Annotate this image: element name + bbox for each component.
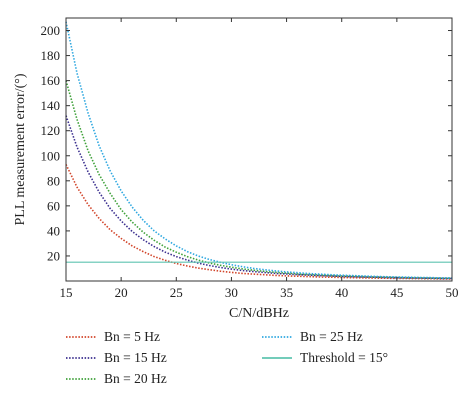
x-tick-label: 45: [390, 285, 403, 300]
y-tick-label: 120: [41, 123, 61, 138]
y-axis-label: PLL measurement error/(°): [13, 73, 28, 225]
y-tick-label: 80: [47, 173, 60, 188]
y-tick-label: 140: [41, 98, 61, 113]
y-tick-label: 40: [47, 223, 60, 238]
legend-label-1: Bn = 5 Hz: [104, 329, 160, 344]
x-tick-label: 25: [170, 285, 183, 300]
series-layer: [65, 21, 453, 280]
x-tick-label: 30: [225, 285, 238, 300]
x-tick-label: 35: [280, 285, 293, 300]
y-tick-label: 100: [41, 148, 61, 163]
x-tick-label: 15: [60, 285, 73, 300]
x-axis-label: C/N/dBHz: [229, 306, 289, 321]
y-tick-label: 60: [47, 198, 60, 213]
tick-layer: 15 20 25 30 35 40 45 50 20 40 60 80 100 120 140 160 180 2…: [41, 18, 459, 300]
y-tick-label: 200: [41, 23, 61, 38]
legend-label-3: Bn = 20 Hz: [104, 371, 167, 386]
y-tick-label: 180: [41, 48, 61, 63]
series-line-2: [65, 115, 453, 280]
series-line-1: [65, 164, 453, 280]
x-tick-label: 20: [115, 285, 128, 300]
plot-frame: [65, 17, 453, 282]
x-tick-label: 40: [335, 285, 348, 300]
x-tick-label: 50: [446, 285, 459, 300]
y-tick-label: 20: [47, 248, 60, 263]
series-line-3: [65, 80, 453, 279]
legend: Bn = 5 Hz Bn = 15 Hz Bn = 20 Hz Bn = 25 Hz T…: [66, 329, 388, 386]
legend-label-4: Bn = 25 Hz: [300, 329, 363, 344]
y-tick-label: 160: [41, 73, 61, 88]
legend-label-5: Threshold = 15°: [300, 350, 388, 365]
legend-label-2: Bn = 15 Hz: [104, 350, 167, 365]
